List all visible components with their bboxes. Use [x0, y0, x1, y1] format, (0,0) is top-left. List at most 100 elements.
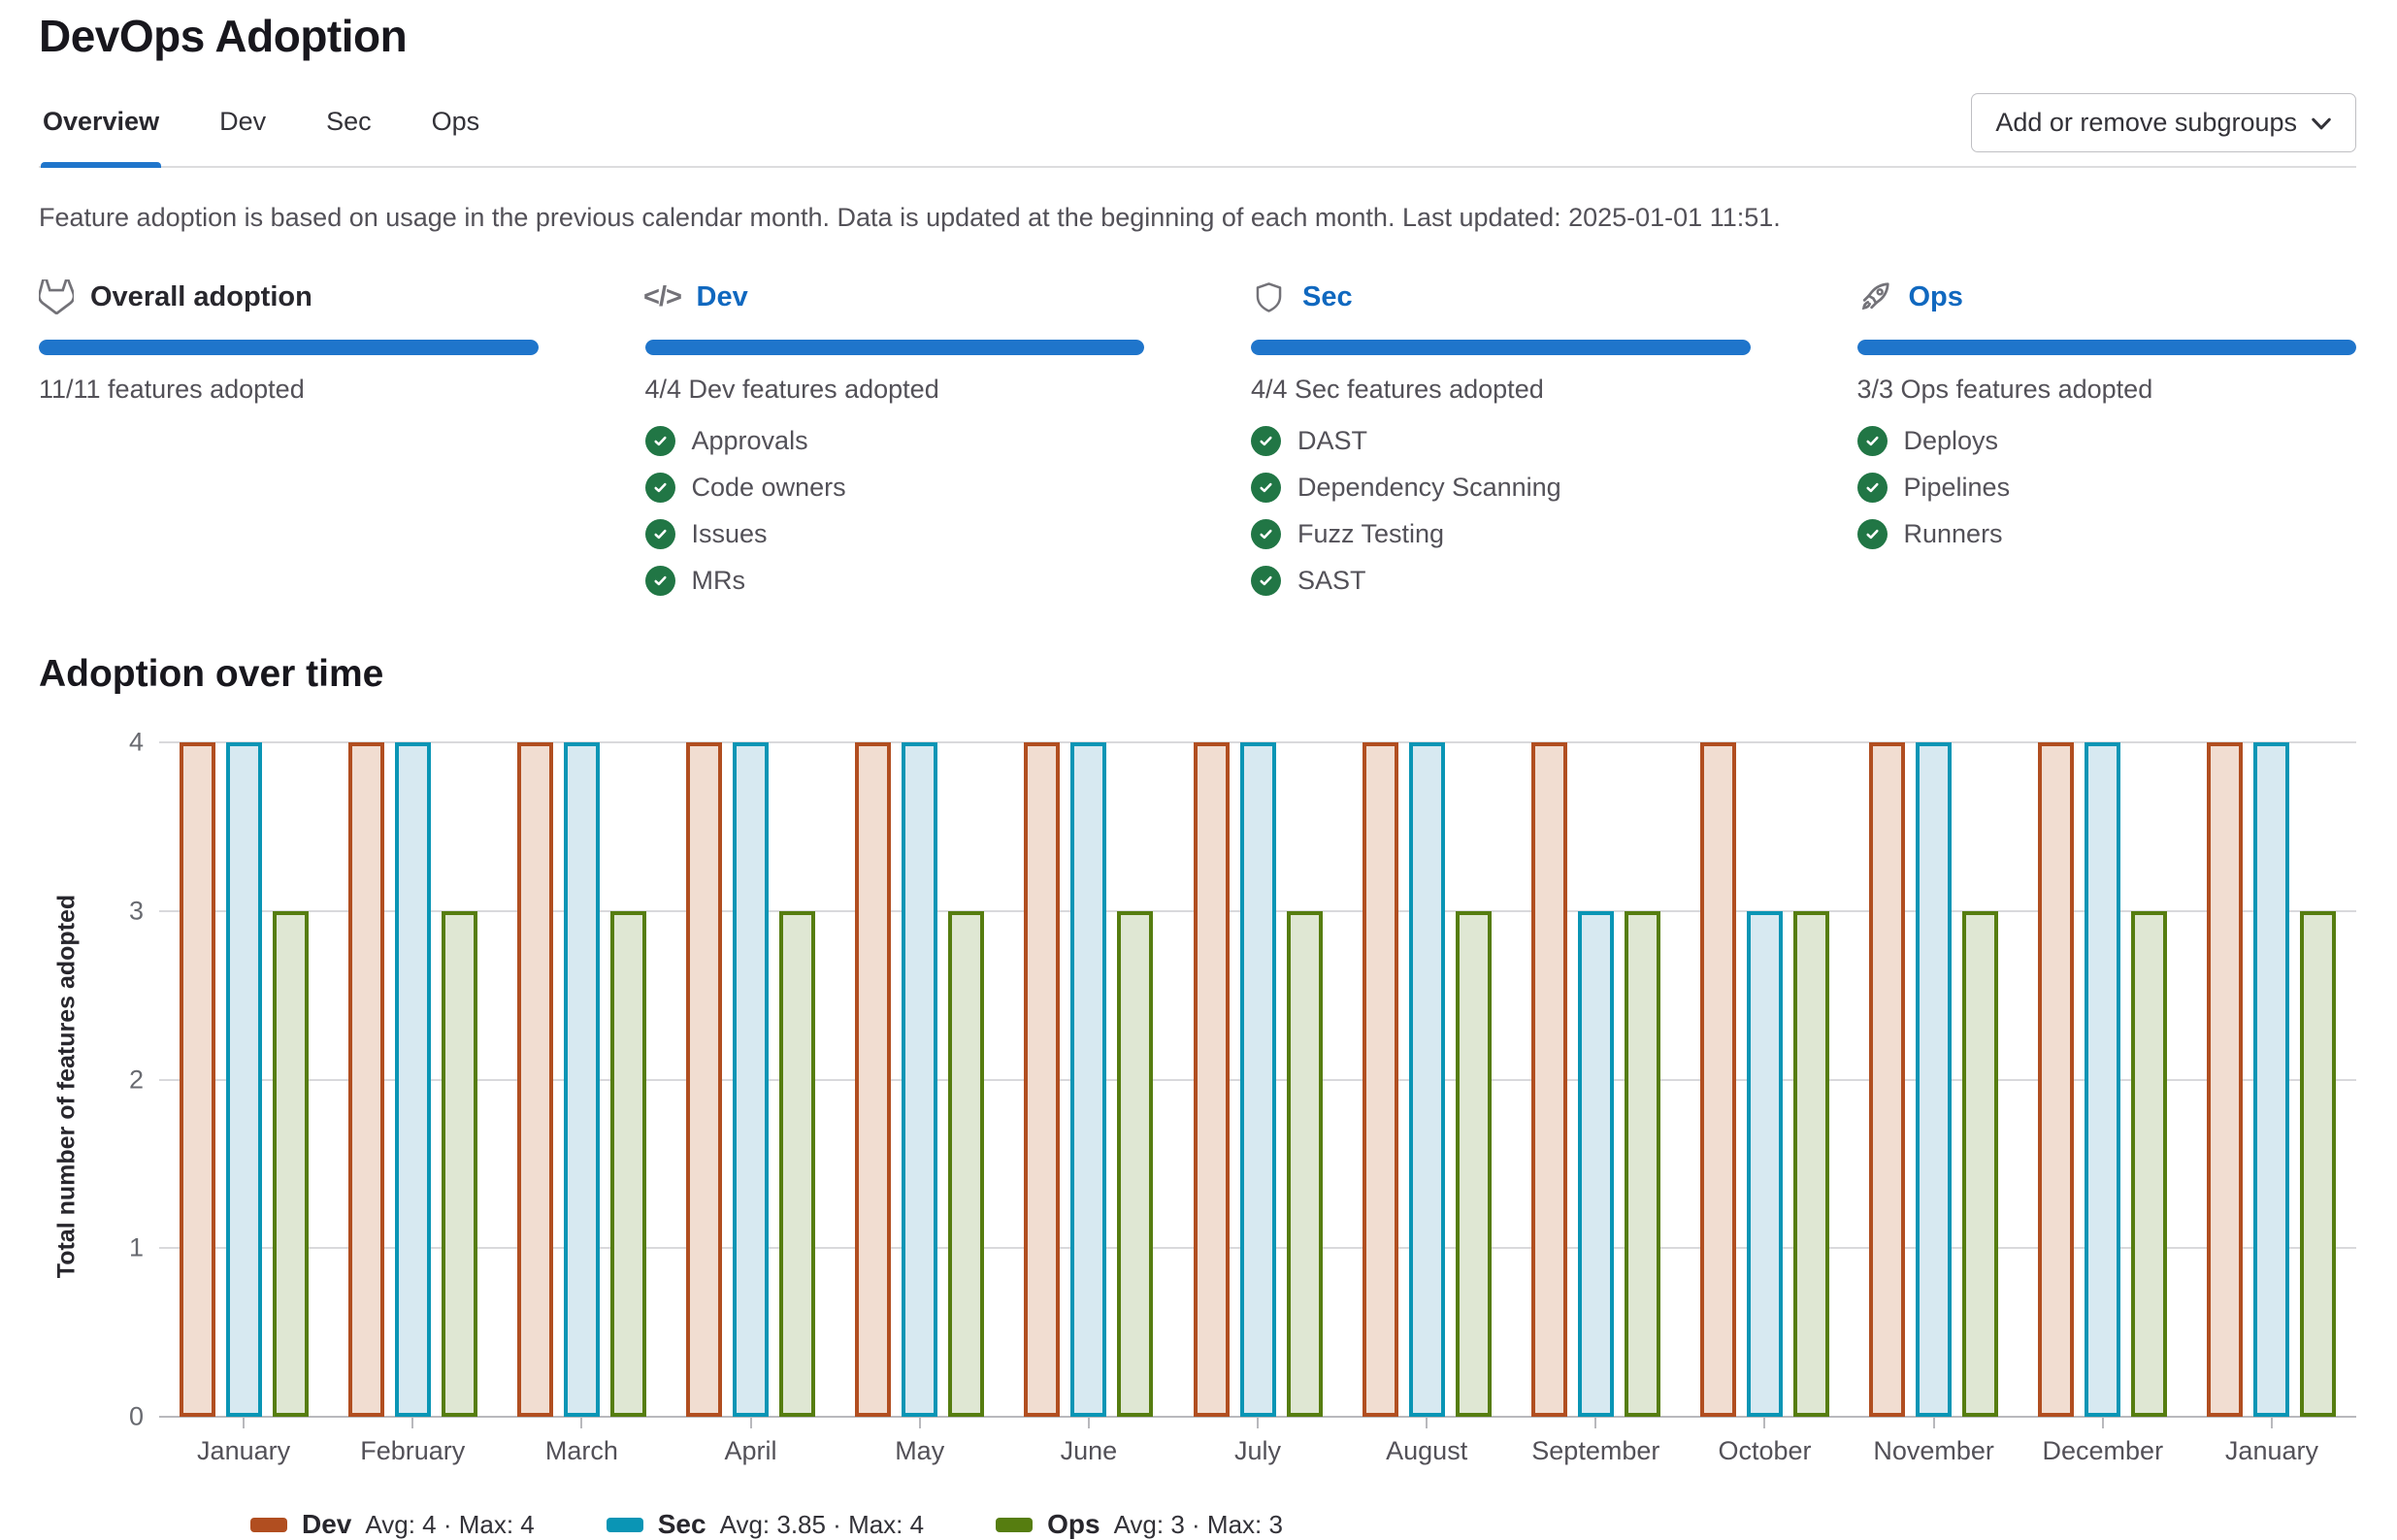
- bar-ops-february-1[interactable]: [442, 911, 477, 1417]
- bar-ops-november-10[interactable]: [1962, 911, 1998, 1417]
- bar-sec-september-8[interactable]: [1578, 911, 1614, 1417]
- bar-ops-march-2[interactable]: [610, 911, 646, 1417]
- y-tick-1: 1: [129, 1233, 144, 1263]
- bar-dev-october-9[interactable]: [1700, 742, 1736, 1417]
- adoption-over-time-chart: Total number of features adopted 01234 J…: [39, 742, 2356, 1540]
- card-summary-ops: 3/3 Ops features adopted: [1857, 375, 2357, 405]
- bar-sec-december-11[interactable]: [2085, 742, 2120, 1417]
- x-label-january-0: January: [159, 1417, 328, 1466]
- tabs: Overview Dev Sec Ops: [39, 91, 481, 166]
- feature-item: Deploys: [1857, 426, 2357, 456]
- bar-dev-november-10[interactable]: [1869, 742, 1905, 1417]
- bar-dev-april-3[interactable]: [686, 742, 722, 1417]
- bar-sec-august-7[interactable]: [1409, 742, 1445, 1417]
- bar-sec-july-6[interactable]: [1240, 742, 1276, 1417]
- bar-ops-june-5[interactable]: [1117, 911, 1153, 1417]
- tab-ops[interactable]: Ops: [430, 91, 482, 166]
- y-tick-3: 3: [129, 896, 144, 926]
- bar-dev-march-2[interactable]: [517, 742, 553, 1417]
- bar-group-november-10: [1850, 742, 2019, 1417]
- x-tick: [750, 1417, 752, 1428]
- x-label-january-12: January: [2187, 1417, 2356, 1466]
- add-remove-subgroups-button[interactable]: Add or remove subgroups: [1971, 93, 2356, 152]
- bar-dev-may-4[interactable]: [855, 742, 891, 1417]
- feature-item: Dependency Scanning: [1251, 473, 1751, 503]
- bar-dev-january-12[interactable]: [2207, 742, 2243, 1417]
- card-title-dev-link[interactable]: Dev: [697, 281, 748, 313]
- check-circle-icon: [645, 473, 675, 503]
- tab-sec[interactable]: Sec: [324, 91, 374, 166]
- bar-group-january-12: [2187, 742, 2356, 1417]
- check-circle-icon: [1857, 473, 1888, 503]
- legend-name: Ops: [1047, 1509, 1100, 1540]
- feature-item: Fuzz Testing: [1251, 519, 1751, 549]
- legend-item-sec[interactable]: SecAvg: 3.85 · Max: 4: [607, 1509, 924, 1540]
- x-label-october-9: October: [1680, 1417, 1849, 1466]
- feature-item: MRs: [645, 566, 1145, 596]
- card-title-sec-link[interactable]: Sec: [1302, 281, 1353, 313]
- chart-legend: DevAvg: 4 · Max: 4 SecAvg: 3.85 · Max: 4 O…: [250, 1509, 2356, 1540]
- bar-ops-may-4[interactable]: [948, 911, 984, 1417]
- bar-group-february-1: [328, 742, 497, 1417]
- card-overall-adoption: Overall adoption 11/11 features adopted: [39, 278, 539, 612]
- x-tick: [411, 1417, 413, 1428]
- card-title-ops-link[interactable]: Ops: [1909, 281, 1963, 313]
- bar-dev-february-1[interactable]: [348, 742, 384, 1417]
- bar-sec-april-3[interactable]: [733, 742, 769, 1417]
- x-label-april-3: April: [666, 1417, 835, 1466]
- bar-ops-january-12[interactable]: [2300, 911, 2336, 1417]
- bar-sec-january-12[interactable]: [2253, 742, 2289, 1417]
- shield-icon: [1251, 279, 1286, 314]
- bar-ops-april-3[interactable]: [779, 911, 815, 1417]
- bar-sec-may-4[interactable]: [902, 742, 937, 1417]
- bar-ops-december-11[interactable]: [2131, 911, 2167, 1417]
- bar-dev-september-8[interactable]: [1531, 742, 1567, 1417]
- check-circle-icon: [1251, 426, 1281, 456]
- feature-label: Pipelines: [1904, 473, 2011, 503]
- bar-sec-march-2[interactable]: [564, 742, 600, 1417]
- legend-name: Sec: [658, 1509, 706, 1540]
- bar-group-september-8: [1511, 742, 1680, 1417]
- tab-bar: Overview Dev Sec Ops Add or remove subgr…: [39, 91, 2356, 168]
- tab-dev[interactable]: Dev: [217, 91, 268, 166]
- legend-item-dev[interactable]: DevAvg: 4 · Max: 4: [250, 1509, 535, 1540]
- bar-sec-june-5[interactable]: [1070, 742, 1106, 1417]
- bar-ops-august-7[interactable]: [1456, 911, 1492, 1417]
- bar-dev-august-7[interactable]: [1363, 742, 1398, 1417]
- bar-ops-january-0[interactable]: [273, 911, 309, 1417]
- feature-label: Deploys: [1904, 426, 1999, 456]
- x-tick: [2271, 1417, 2273, 1428]
- feature-label: Approvals: [692, 426, 808, 456]
- bar-sec-february-1[interactable]: [395, 742, 431, 1417]
- feature-list-dev: Approvals Code owners Issues MRs: [645, 426, 1145, 596]
- progress-bar-ops: [1857, 340, 2357, 355]
- bar-dev-june-5[interactable]: [1024, 742, 1060, 1417]
- code-icon: </>: [645, 279, 680, 314]
- feature-item: SAST: [1251, 566, 1751, 596]
- y-tick-4: 4: [129, 728, 144, 758]
- bar-sec-october-9[interactable]: [1747, 911, 1783, 1417]
- feature-label: Issues: [692, 519, 768, 549]
- feature-item: Approvals: [645, 426, 1145, 456]
- x-label-december-11: December: [2019, 1417, 2187, 1466]
- card-summary-dev: 4/4 Dev features adopted: [645, 375, 1145, 405]
- bar-dev-december-11[interactable]: [2038, 742, 2074, 1417]
- legend-item-ops[interactable]: OpsAvg: 3 · Max: 3: [996, 1509, 1283, 1540]
- bar-dev-january-0[interactable]: [180, 742, 215, 1417]
- card-summary-sec: 4/4 Sec features adopted: [1251, 375, 1751, 405]
- bar-ops-july-6[interactable]: [1287, 911, 1323, 1417]
- x-label-june-5: June: [1004, 1417, 1173, 1466]
- card-dev: </> Dev 4/4 Dev features adopted Approva…: [645, 278, 1145, 612]
- progress-bar-dev: [645, 340, 1145, 355]
- bar-dev-july-6[interactable]: [1194, 742, 1230, 1417]
- tab-overview[interactable]: Overview: [41, 91, 161, 166]
- page-title: DevOps Adoption: [39, 10, 2356, 62]
- x-tick: [1426, 1417, 1428, 1428]
- feature-item: Pipelines: [1857, 473, 2357, 503]
- feature-item: Runners: [1857, 519, 2357, 549]
- bar-sec-january-0[interactable]: [226, 742, 262, 1417]
- progress-bar-sec: [1251, 340, 1751, 355]
- bar-sec-november-10[interactable]: [1916, 742, 1952, 1417]
- bar-ops-september-8[interactable]: [1625, 911, 1660, 1417]
- bar-ops-october-9[interactable]: [1793, 911, 1829, 1417]
